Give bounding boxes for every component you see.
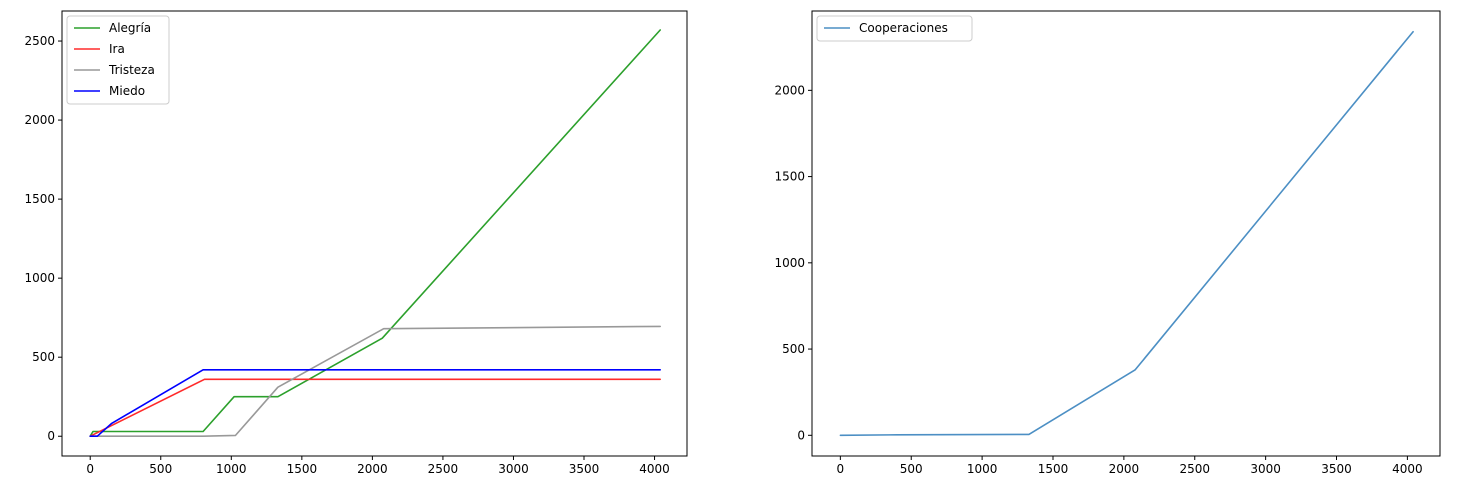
- y-tick-label: 2000: [24, 113, 55, 127]
- x-tick-label: 1500: [1038, 462, 1069, 476]
- legend: Alegría Ira Tristeza Miedo: [66, 15, 170, 105]
- x-tick-label: 3000: [498, 462, 529, 476]
- legend-label: Miedo: [109, 84, 145, 98]
- x-tick-label: 500: [900, 462, 923, 476]
- plot-frame: [61, 10, 688, 457]
- plot-frame: [811, 10, 1441, 457]
- y-tick-label: 1000: [24, 271, 55, 285]
- series-line-alegr-a: [89, 29, 662, 438]
- y-tick-label: 1000: [774, 256, 805, 270]
- y-tick-label: 1500: [24, 192, 55, 206]
- legend-box: [816, 15, 973, 42]
- x-tick-label: 2000: [1109, 462, 1140, 476]
- y-tick-label: 500: [782, 342, 805, 356]
- x-tick-label: 1000: [967, 462, 998, 476]
- legend-label: Ira: [109, 42, 125, 56]
- emotions-chart: 0 500 1000 1500 2000 2500 3000 3500 4000 0 500 1000…: [24, 10, 688, 476]
- series-line-tristeza: [89, 325, 662, 438]
- x-tick-label: 2500: [1179, 462, 1210, 476]
- series-line-cooperaciones: [839, 30, 1414, 437]
- series-line-miedo: [89, 368, 662, 438]
- x-tick-label: 3000: [1250, 462, 1281, 476]
- x-tick-label: 4000: [639, 462, 670, 476]
- y-tick-label: 1500: [774, 170, 805, 184]
- x-tick-label: 0: [86, 462, 94, 476]
- y-tick-label: 500: [32, 350, 55, 364]
- x-tick-label: 1500: [287, 462, 318, 476]
- legend-label: Tristeza: [108, 63, 155, 77]
- y-tick-label: 2000: [774, 83, 805, 97]
- legend-label: Alegría: [109, 21, 151, 35]
- cooperations-chart: 0 500 1000 1500 2000 2500 3000 3500 4000 0 500 1000…: [774, 10, 1441, 476]
- y-tick-label: 2500: [24, 34, 55, 48]
- x-tick-label: 2000: [357, 462, 388, 476]
- y-tick-label: 0: [47, 429, 55, 443]
- x-tick-label: 4000: [1392, 462, 1423, 476]
- legend-box: [66, 15, 170, 105]
- x-tick-label: 3500: [1321, 462, 1352, 476]
- x-tick-label: 0: [837, 462, 845, 476]
- x-tick-label: 3500: [569, 462, 600, 476]
- y-tick-label: 0: [797, 428, 805, 442]
- legend-label: Cooperaciones: [859, 21, 948, 35]
- x-tick-label: 500: [149, 462, 172, 476]
- x-tick-label: 2500: [428, 462, 459, 476]
- legend: Cooperaciones: [816, 15, 973, 42]
- series-line-ira: [89, 378, 662, 438]
- x-tick-label: 1000: [216, 462, 247, 476]
